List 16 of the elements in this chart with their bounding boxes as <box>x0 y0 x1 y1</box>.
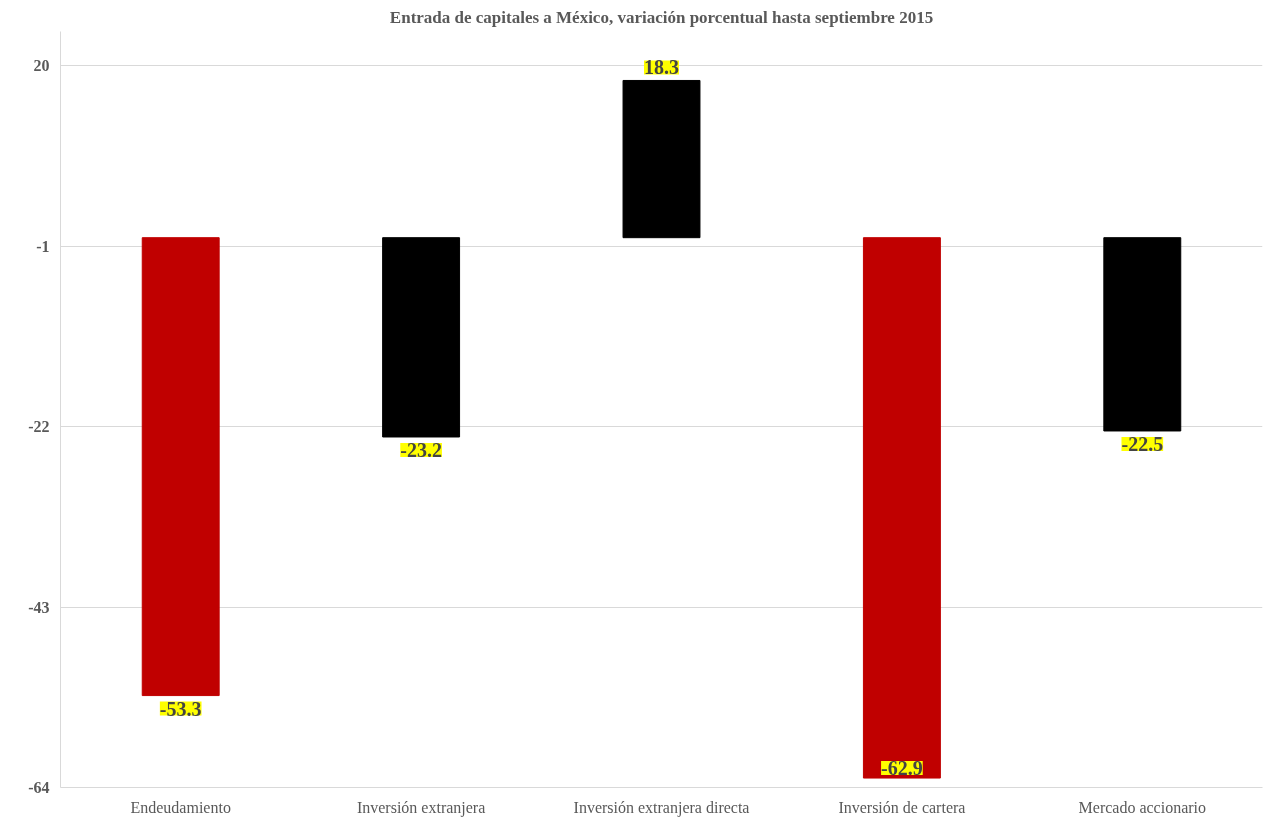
y-tick-label: 20 <box>33 57 50 75</box>
y-tick-label: -64 <box>28 779 50 796</box>
x-tick-label: Endeudamiento <box>130 798 231 816</box>
y-tick-label: -1 <box>36 237 50 255</box>
x-tick-label: Inversión extranjera directa <box>573 798 750 817</box>
y-tick-label: -22 <box>28 418 50 436</box>
data-label: 18.3 <box>644 56 679 79</box>
data-label: -22.5 <box>1121 432 1164 455</box>
data-label: -62.9 <box>881 757 923 780</box>
data-label: -23.2 <box>400 438 442 461</box>
y-tick-label: -43 <box>28 598 50 616</box>
x-tick-label: Inversión extranjera <box>356 798 486 817</box>
data-label: -53.3 <box>159 697 202 720</box>
x-tick-label: Mercado accionario <box>1078 798 1207 816</box>
chart-title: Entrada de capitales a México, variación porcentual hasta septiembre 2015 <box>389 7 934 27</box>
x-tick-label: Inversión de cartera <box>838 798 966 816</box>
